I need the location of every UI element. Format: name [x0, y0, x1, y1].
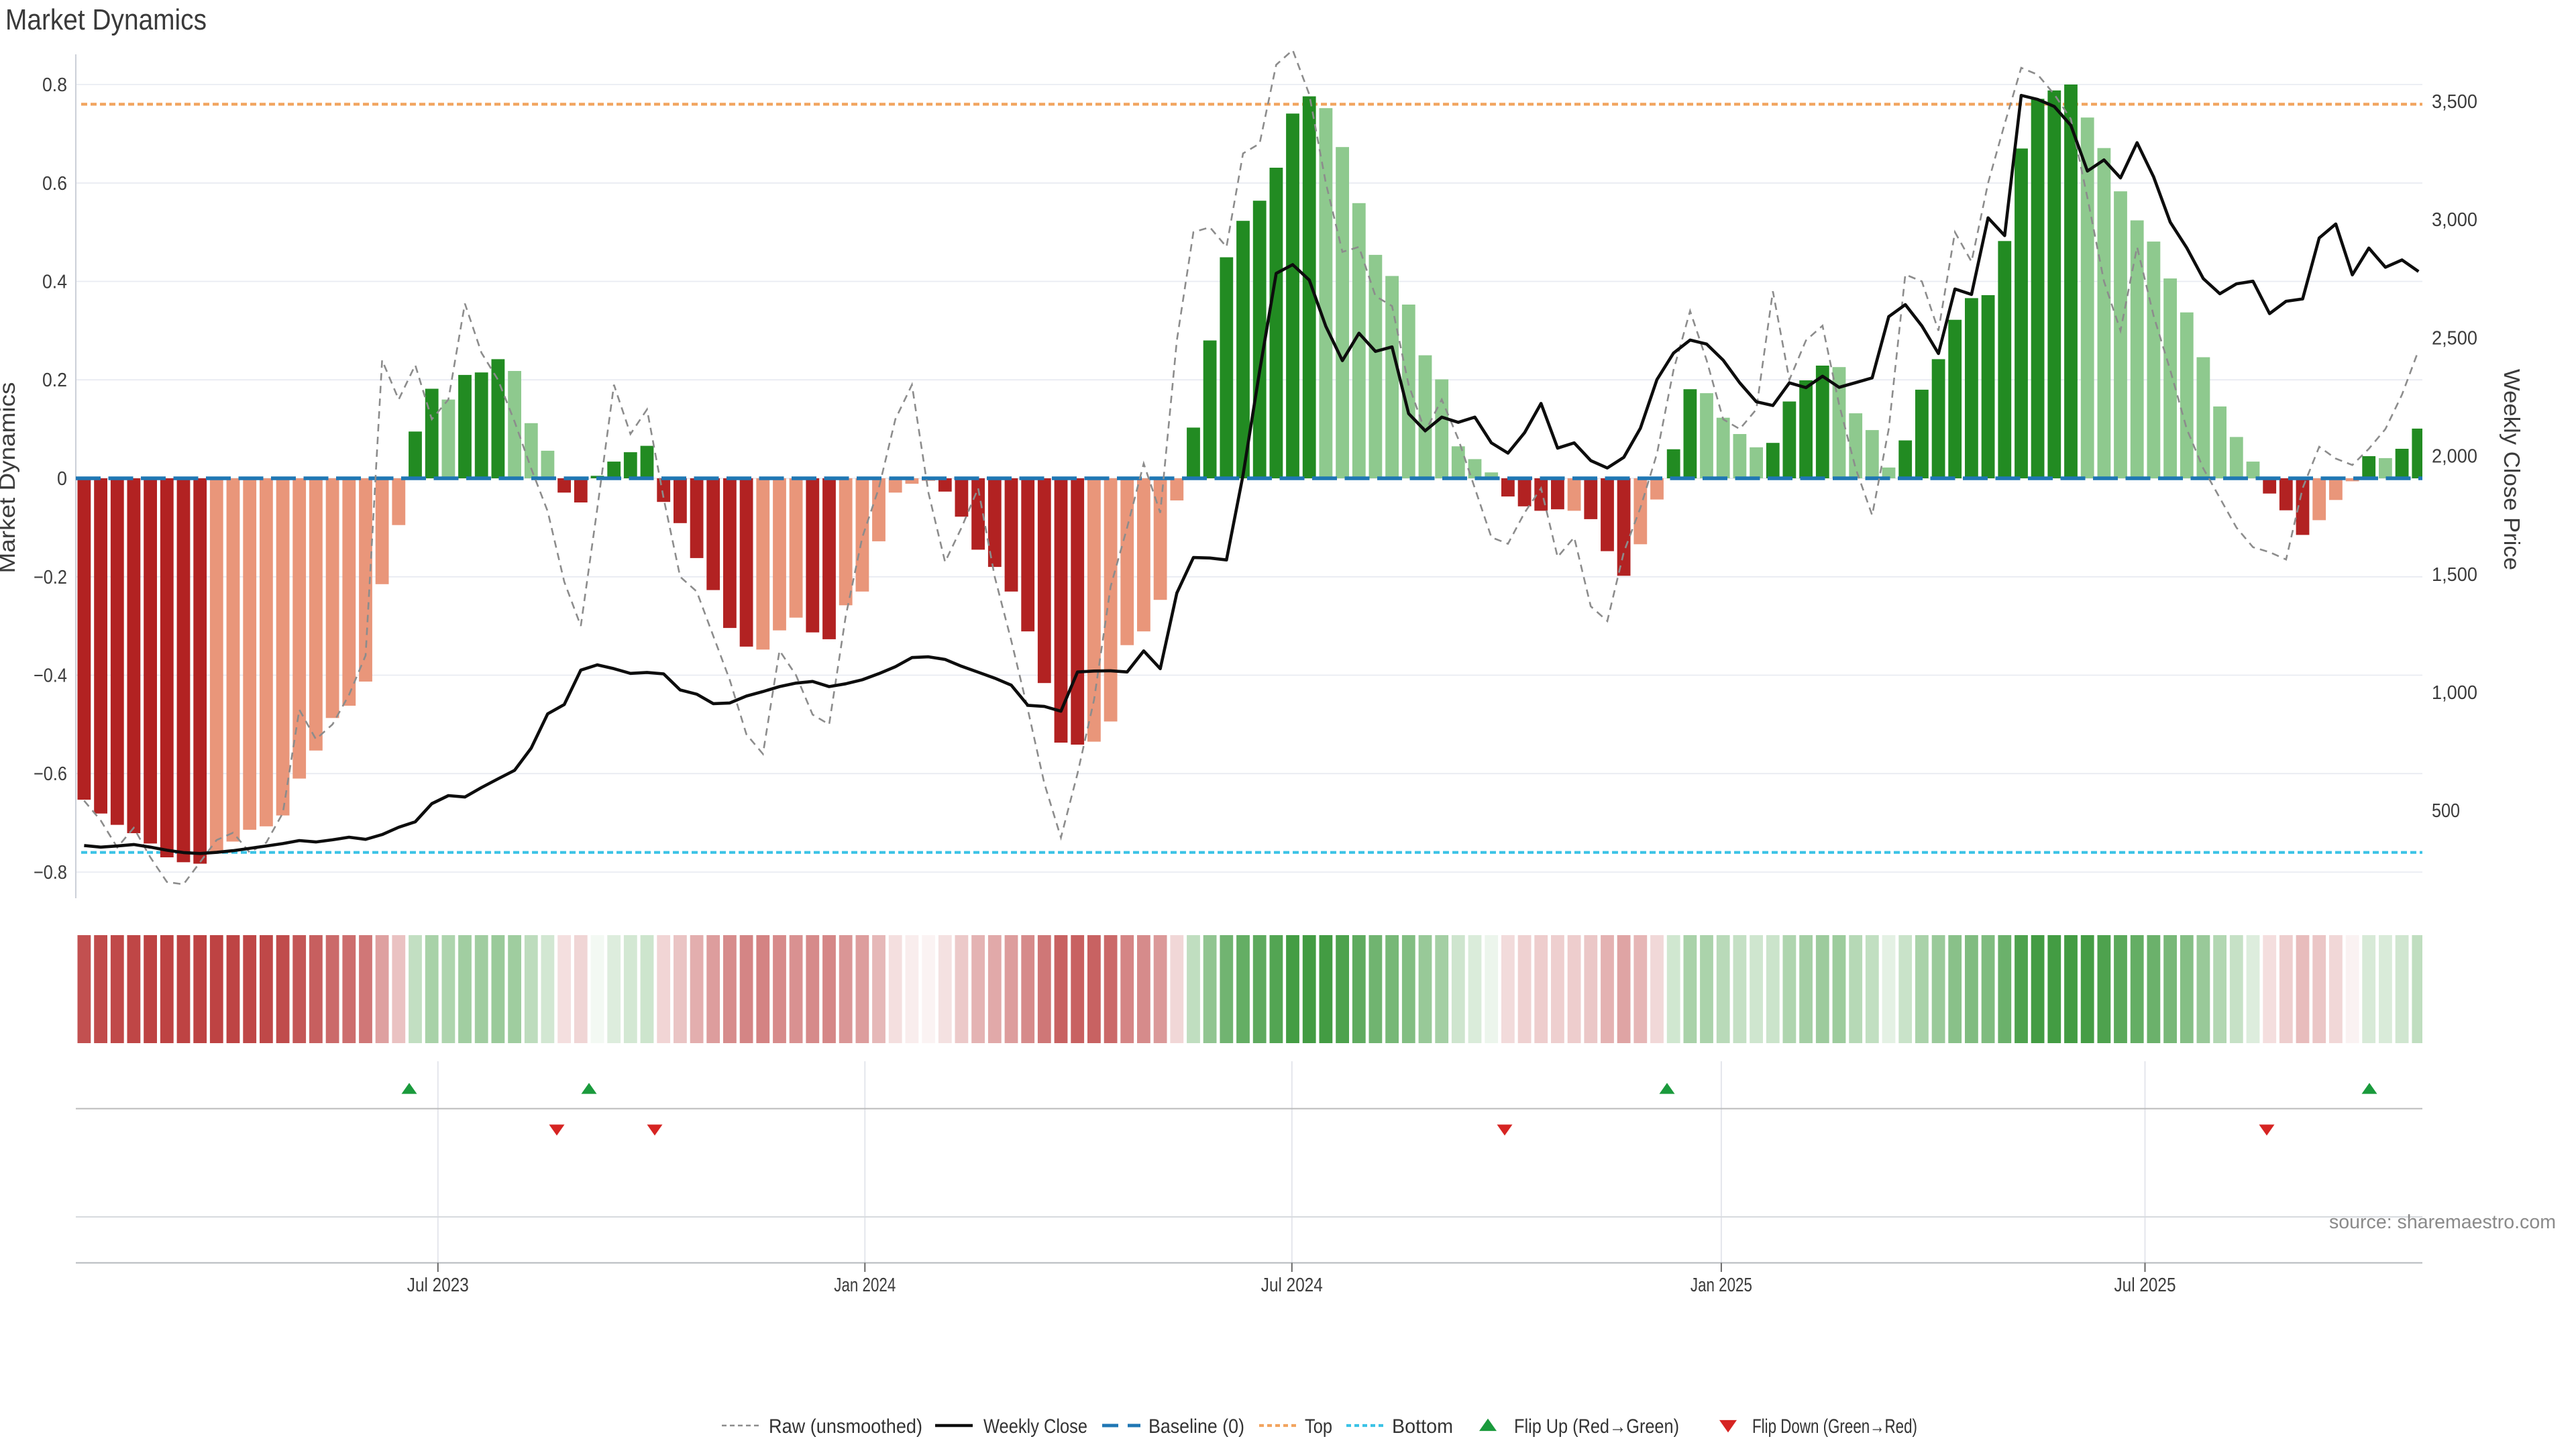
svg-text:0.4: 0.4 [42, 272, 67, 293]
svg-text:0: 0 [57, 468, 67, 490]
svg-text:Raw (unsmoothed): Raw (unsmoothed) [769, 1415, 922, 1438]
svg-text:1,000: 1,000 [2432, 682, 2477, 704]
svg-text:Jul 2023: Jul 2023 [407, 1275, 469, 1296]
svg-text:500: 500 [2432, 800, 2460, 822]
svg-text:0.6: 0.6 [42, 173, 67, 195]
svg-text:3,500: 3,500 [2432, 91, 2477, 113]
svg-text:1,500: 1,500 [2432, 564, 2477, 586]
svg-text:Jan 2024: Jan 2024 [834, 1275, 896, 1296]
svg-text:Jan 2025: Jan 2025 [1690, 1275, 1752, 1296]
svg-text:−0.2: −0.2 [34, 567, 67, 588]
svg-text:−0.6: −0.6 [34, 763, 67, 785]
svg-text:Top: Top [1305, 1415, 1332, 1438]
svg-text:0.8: 0.8 [42, 74, 67, 96]
svg-text:3,000: 3,000 [2432, 209, 2477, 231]
svg-text:Market Dynamics: Market Dynamics [5, 3, 207, 36]
svg-text:Bottom: Bottom [1392, 1415, 1453, 1438]
svg-text:Jul 2025: Jul 2025 [2114, 1275, 2176, 1296]
svg-text:source: sharemaestro.com: source: sharemaestro.com [2329, 1212, 2556, 1233]
svg-text:2,000: 2,000 [2432, 446, 2477, 468]
svg-text:0.2: 0.2 [42, 370, 67, 391]
svg-text:Flip Down (Green→Red): Flip Down (Green→Red) [1752, 1415, 1917, 1438]
svg-text:Jul 2024: Jul 2024 [1261, 1275, 1323, 1296]
svg-text:2,500: 2,500 [2432, 327, 2477, 349]
svg-text:−0.4: −0.4 [34, 665, 67, 687]
svg-text:Flip Up (Red→Green): Flip Up (Red→Green) [1514, 1415, 1679, 1438]
svg-text:−0.8: −0.8 [34, 862, 67, 883]
svg-text:Weekly Close Price: Weekly Close Price [2500, 369, 2524, 570]
svg-text:Weekly Close: Weekly Close [983, 1415, 1087, 1438]
svg-text:Baseline (0): Baseline (0) [1148, 1415, 1244, 1438]
svg-text:Market Dynamics: Market Dynamics [0, 382, 19, 574]
